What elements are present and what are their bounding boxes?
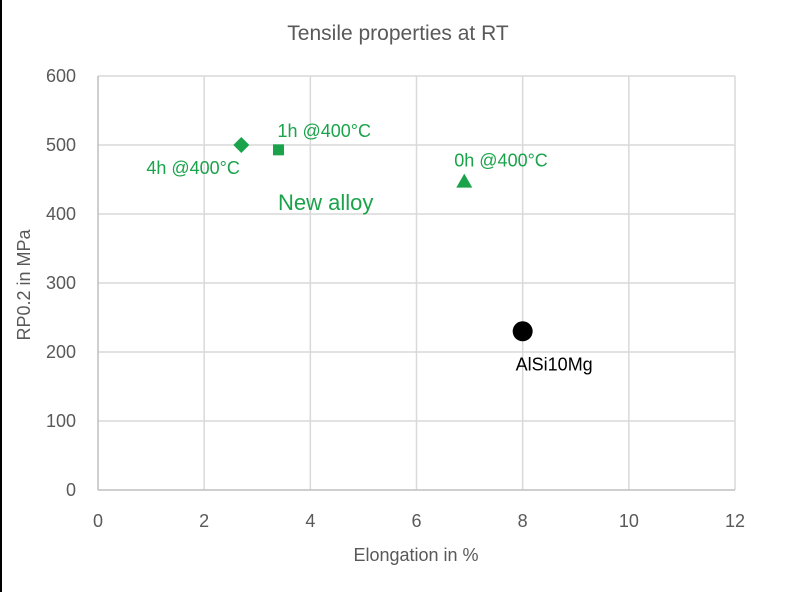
data-label: 4h @400°C bbox=[146, 158, 240, 178]
y-tick-label: 200 bbox=[46, 342, 76, 362]
x-tick-label: 12 bbox=[725, 511, 745, 531]
data-label: 1h @400°C bbox=[277, 121, 371, 141]
tick-labels: 0 100 200 300 400 500 600 0 2 4 6 8 10 12 bbox=[46, 66, 745, 531]
x-tick-label: 0 bbox=[93, 511, 103, 531]
x-axis-title: Elongation in % bbox=[353, 545, 478, 565]
x-tick-label: 2 bbox=[199, 511, 209, 531]
x-tick-label: 6 bbox=[411, 511, 421, 531]
square-marker bbox=[272, 144, 284, 156]
y-tick-label: 600 bbox=[46, 66, 76, 86]
grid-lines bbox=[98, 75, 736, 490]
y-tick-label: 400 bbox=[46, 204, 76, 224]
circle-marker bbox=[512, 321, 533, 342]
y-axis-title: RP0.2 in MPa bbox=[14, 228, 34, 340]
x-tick-label: 4 bbox=[305, 511, 315, 531]
annotation-new-alloy: New alloy bbox=[278, 190, 373, 215]
x-tick-label: 10 bbox=[619, 511, 639, 531]
data-points bbox=[233, 137, 533, 342]
data-label: 0h @400°C bbox=[454, 151, 548, 171]
x-tick-label: 8 bbox=[518, 511, 528, 531]
point-labels: 4h @400°C 1h @400°C 0h @400°C AlSi10Mg bbox=[146, 121, 592, 374]
y-tick-label: 100 bbox=[46, 411, 76, 431]
y-tick-label: 0 bbox=[66, 480, 76, 500]
data-label: AlSi10Mg bbox=[516, 354, 593, 374]
y-tick-label: 500 bbox=[46, 135, 76, 155]
left-border bbox=[0, 0, 2, 592]
axes bbox=[97, 76, 735, 491]
triangle-marker bbox=[456, 173, 473, 188]
y-tick-label: 300 bbox=[46, 273, 76, 293]
chart-title: Tensile properties at RT bbox=[287, 22, 509, 45]
diamond-marker bbox=[233, 137, 250, 153]
